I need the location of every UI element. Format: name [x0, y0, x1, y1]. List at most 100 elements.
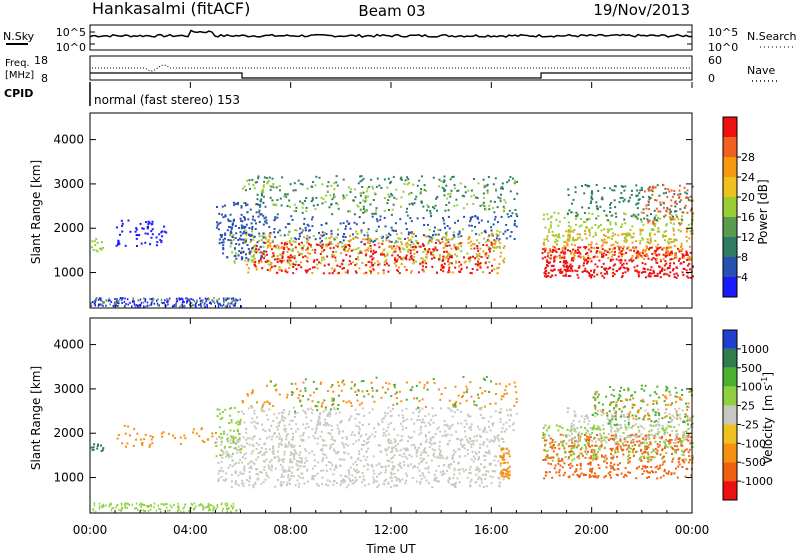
- echo-cell: [270, 266, 273, 269]
- echo-cell: [499, 255, 502, 258]
- echo-cell: [605, 466, 608, 469]
- echo-cell: [600, 245, 603, 248]
- echo-cell: [286, 481, 289, 484]
- echo-cell: [636, 440, 639, 443]
- echo-cell: [320, 381, 323, 384]
- echo-cell: [243, 217, 246, 219]
- echo-cell: [619, 261, 622, 264]
- echo-cell: [587, 254, 590, 257]
- echo-cell: [299, 399, 302, 402]
- echo-cell: [150, 505, 153, 508]
- echo-cell: [460, 241, 463, 244]
- echo-cell: [373, 480, 376, 483]
- echo-cell: [603, 272, 606, 275]
- echo-cell: [514, 180, 517, 183]
- echo-cell: [329, 194, 332, 197]
- echo-cell: [100, 450, 103, 453]
- echo-cell: [470, 189, 473, 192]
- echo-cell: [344, 475, 347, 478]
- echo-cell: [602, 241, 605, 244]
- echo-cell: [596, 265, 599, 268]
- echo-cell: [482, 196, 485, 199]
- echo-cell: [396, 241, 399, 244]
- echo-cell: [435, 469, 438, 472]
- echo-cell: [500, 187, 502, 190]
- echo-cell: [488, 204, 491, 207]
- echo-cell: [356, 237, 359, 239]
- echo-cell: [671, 241, 673, 244]
- echo-cell: [577, 255, 580, 258]
- echo-cell: [664, 272, 667, 275]
- echo-cell: [640, 186, 643, 189]
- echo-cell: [257, 477, 260, 480]
- echo-cell: [468, 256, 471, 259]
- echo-cell: [489, 250, 491, 253]
- echo-cell: [404, 455, 407, 458]
- echo-cell: [493, 455, 496, 458]
- echo-cell: [678, 437, 681, 440]
- echo-cell: [548, 256, 551, 259]
- echo-cell: [252, 486, 255, 489]
- echo-cell: [230, 226, 233, 229]
- echo-cell: [469, 258, 472, 261]
- echo-cell: [365, 199, 368, 202]
- echo-cell: [156, 241, 159, 244]
- echo-cell: [135, 227, 138, 230]
- echo-cell: [665, 246, 668, 249]
- echo-cell: [246, 393, 249, 395]
- echo-cell: [497, 239, 500, 242]
- echo-cell: [332, 193, 335, 196]
- echo-cell: [604, 268, 607, 271]
- echo-cell: [685, 192, 688, 195]
- echo-cell: [371, 433, 374, 436]
- echo-cell: [635, 203, 638, 206]
- echo-cell: [451, 415, 454, 418]
- echo-cell: [467, 242, 470, 244]
- echo-cell: [135, 234, 138, 237]
- echo-cell: [312, 475, 315, 478]
- echo-cell: [460, 263, 463, 266]
- echo-cell: [620, 192, 623, 195]
- echo-cell: [337, 228, 339, 231]
- echo-cell: [217, 228, 220, 231]
- echo-cell: [572, 230, 575, 233]
- echo-cell: [364, 458, 367, 461]
- echo-cell: [293, 257, 296, 260]
- echo-cell: [303, 461, 306, 464]
- echo-cell: [144, 298, 147, 301]
- echo-cell: [327, 263, 330, 266]
- echo-cell: [218, 242, 221, 245]
- echo-cell: [321, 235, 324, 237]
- echo-cell: [402, 416, 405, 419]
- echo-cell: [373, 251, 376, 254]
- echo-cell: [279, 435, 281, 438]
- echo-cell: [263, 180, 266, 183]
- echo-cell: [669, 258, 672, 261]
- echo-cell: [598, 225, 600, 228]
- echo-cell: [545, 275, 548, 278]
- echo-cell: [669, 262, 672, 265]
- echo-cell: [387, 440, 390, 443]
- echo-cell: [129, 230, 132, 233]
- echo-cell: [556, 243, 559, 246]
- echo-cell: [258, 221, 261, 223]
- echo-cell: [457, 247, 460, 250]
- echo-cell: [681, 256, 684, 259]
- echo-cell: [448, 478, 451, 480]
- echo-cell: [299, 451, 302, 454]
- echo-cell: [264, 260, 267, 263]
- echo-cell: [438, 255, 441, 258]
- echo-cell: [90, 304, 93, 307]
- echo-cell: [609, 211, 611, 213]
- echo-cell: [596, 255, 599, 258]
- echo-cell: [473, 178, 475, 180]
- echo-cell: [553, 246, 556, 249]
- echo-cell: [166, 503, 168, 505]
- echo-cell: [595, 246, 598, 249]
- echo-cell: [550, 269, 553, 272]
- echo-cell: [371, 465, 374, 468]
- echo-cell: [394, 444, 397, 447]
- echo-cell: [461, 445, 464, 448]
- echo-cell: [629, 196, 632, 199]
- echo-cell: [568, 269, 571, 272]
